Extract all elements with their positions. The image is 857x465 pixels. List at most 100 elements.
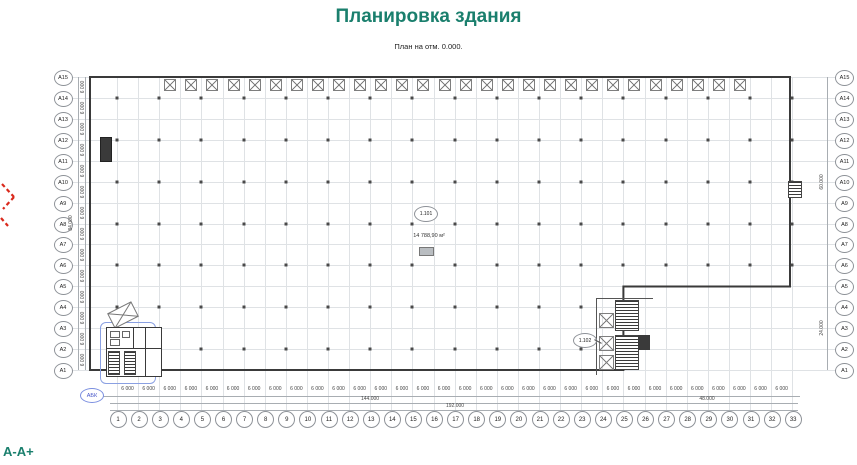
- grid-line-col: [686, 77, 688, 410]
- axis-marker-bottom-27: 27: [658, 411, 676, 428]
- column-dot: [199, 263, 203, 267]
- dim-line-bottom-3: [110, 410, 798, 411]
- axis-marker-bottom-8: 8: [257, 411, 275, 428]
- column-dot: [621, 222, 625, 225]
- dim-line-bottom-2: [110, 403, 798, 404]
- grid-line-row: [70, 160, 836, 162]
- column-dot: [453, 347, 457, 351]
- column-dot: [199, 180, 203, 184]
- column-dot: [157, 222, 161, 225]
- skylight-xbox: [185, 79, 198, 91]
- grid-line-col: [750, 77, 751, 410]
- column-dot: [748, 222, 752, 225]
- axis-marker-right-А12: А12: [835, 132, 854, 149]
- hall-symbol-box: [419, 247, 434, 256]
- bay-dim-bottom: 6 000: [121, 386, 134, 392]
- column-dot: [790, 222, 794, 225]
- hall-area-text: 14 788,90 м²: [413, 233, 445, 239]
- stair-flight: [615, 300, 639, 331]
- fixture: [110, 331, 120, 338]
- column-dot: [410, 138, 414, 142]
- column-dot: [242, 305, 246, 309]
- column-dot: [368, 305, 372, 309]
- axis-marker-right-А13: А13: [835, 111, 854, 128]
- axis-marker-right-А5: А5: [835, 279, 854, 296]
- grid-line-col: [285, 77, 287, 410]
- column-dot: [537, 180, 541, 184]
- bay-dim-bottom: 6 000: [627, 386, 641, 392]
- axis-marker-bottom-2: 2: [130, 411, 148, 428]
- grid-line-col: [117, 77, 118, 410]
- column-dot: [157, 138, 161, 142]
- grid-line-row: [70, 223, 836, 225]
- bay-dim-left: 6 000: [80, 269, 86, 283]
- bay-dim-bottom: 6 000: [690, 386, 704, 392]
- axis-marker-left-А7: А7: [53, 237, 73, 254]
- column-dot: [748, 263, 752, 267]
- skylight-xbox: [354, 79, 367, 91]
- total-dim-bottom-right: 48.000: [699, 396, 715, 402]
- column-dot: [242, 263, 246, 267]
- column-dot: [284, 138, 288, 142]
- column-dot: [410, 180, 414, 184]
- skylight-xbox: [670, 79, 683, 91]
- axis-marker-bottom-18: 18: [468, 411, 486, 428]
- tilted-shaft-xbox: [107, 301, 139, 329]
- grid-line-col: [581, 77, 583, 410]
- column-dot: [368, 138, 372, 142]
- bay-dim-left: 6 000: [80, 227, 86, 241]
- column-dot: [790, 138, 794, 142]
- column-dot: [537, 96, 541, 100]
- lift-block: [638, 335, 650, 350]
- bay-dim-bottom: 6 000: [606, 386, 620, 392]
- bay-dim-left: 6 000: [80, 248, 86, 262]
- abk-tag-label: АБК: [86, 392, 98, 399]
- column-dot: [115, 305, 119, 309]
- room-tag-1102-label: 1.102: [578, 337, 592, 344]
- axis-marker-bottom-6: 6: [215, 411, 232, 428]
- grid-line-col: [201, 77, 203, 410]
- grid-line-col: [412, 77, 414, 410]
- axis-marker-bottom-1: 1: [109, 411, 127, 428]
- total-dim-right-upper: 60.000: [819, 174, 825, 190]
- grid-line-col: [623, 77, 625, 410]
- axis-marker-left-А12: А12: [53, 132, 73, 149]
- partition: [133, 328, 135, 348]
- column-dot: [284, 96, 288, 100]
- grid-line-row: [70, 202, 836, 204]
- grid-line-row: [70, 244, 836, 246]
- grid-line-col: [370, 77, 372, 410]
- page-title: Планировка здания: [335, 6, 522, 27]
- bay-dim-left: 6 000: [80, 123, 86, 136]
- grid-line-col: [222, 77, 224, 410]
- column-dot: [199, 347, 203, 351]
- section-label: А-А+: [3, 444, 34, 459]
- axis-marker-bottom-21: 21: [531, 411, 549, 428]
- bay-dim-bottom: 6 000: [479, 386, 493, 392]
- grid-line-col: [665, 77, 667, 410]
- skylight-xbox: [480, 79, 493, 91]
- column-dot: [579, 138, 583, 142]
- axis-marker-left-А8: А8: [53, 216, 73, 233]
- axis-marker-bottom-30: 30: [721, 411, 739, 428]
- column-dot: [115, 222, 119, 225]
- bay-dim-bottom: 6 000: [184, 386, 198, 392]
- column-dot: [157, 180, 161, 184]
- axis-marker-left-А15: А15: [53, 70, 73, 86]
- column-dot: [537, 305, 541, 309]
- grid-line-col: [159, 77, 161, 410]
- skylight-xbox: [164, 79, 177, 91]
- column-dot: [410, 263, 414, 267]
- bay-dim-bottom: 6 000: [416, 386, 430, 392]
- partition: [145, 328, 147, 376]
- dim-line-right: [827, 77, 828, 370]
- column-dot: [242, 347, 246, 351]
- bay-dim-bottom: 6 000: [142, 386, 155, 392]
- bay-dim-bottom: 6 000: [458, 386, 472, 392]
- axis-marker-bottom-25: 25: [615, 411, 633, 428]
- column-dot: [664, 96, 668, 100]
- column-dot: [537, 347, 541, 351]
- axis-marker-right-А8: А8: [835, 216, 854, 233]
- column-dot: [115, 180, 119, 184]
